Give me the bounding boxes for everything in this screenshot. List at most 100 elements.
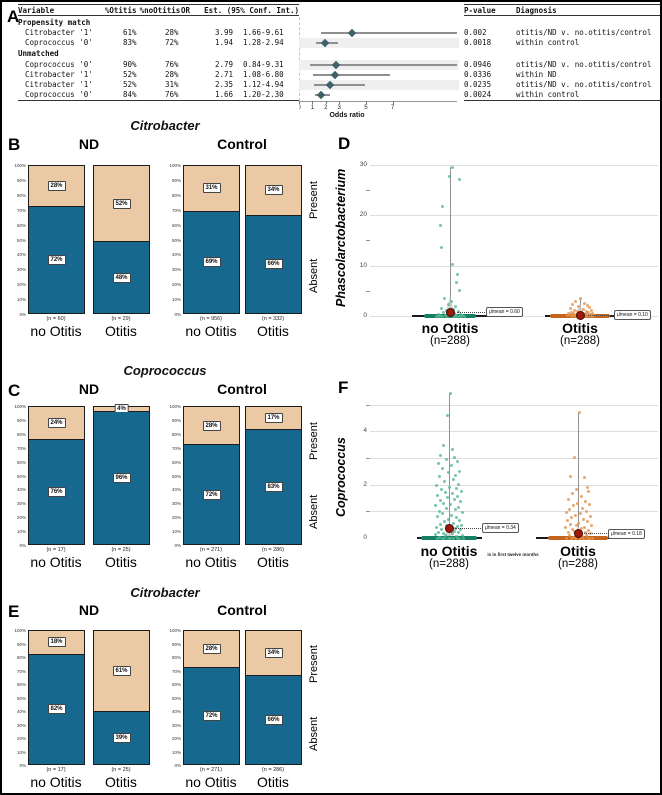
x-tick-label: 3 (337, 105, 341, 111)
data-point (566, 311, 570, 315)
data-point (448, 392, 452, 396)
segment-absent: 69% (184, 211, 239, 313)
y-axis: 0% 10% 20% 30% 40% 50% 60% 70% 80% 90% 100% (4, 404, 26, 548)
cell-or: 1.66 (215, 90, 234, 99)
data-point (450, 532, 454, 536)
pvalue-row: 0.0235 otitis/ND v. no.otitis/control (464, 80, 660, 89)
data-point (584, 314, 588, 318)
group-x-label: Otitis (560, 543, 596, 559)
y-axis-tick-label: 10% (171, 749, 181, 755)
data-point (583, 500, 587, 504)
y-axis-tick-label: 30% (171, 501, 181, 507)
x-tick (339, 101, 341, 104)
y-axis-tick-label: 0% (19, 312, 26, 317)
y-tick-label: 0 (363, 312, 367, 319)
data-point (453, 508, 457, 512)
y-axis-tick-label: 70% (16, 207, 26, 213)
data-point (446, 517, 450, 521)
data-point (440, 205, 444, 209)
mean-connector-line (455, 528, 483, 529)
segment-present: 31% (184, 166, 239, 212)
cell-pvalue: 0.0024 (464, 90, 492, 99)
x-axis-note: is in first twelve months (487, 552, 539, 557)
sample-size-label: (n = 286) (261, 547, 285, 553)
y-axis-tick-label: 100% (14, 163, 26, 168)
y-axis-tick-label: 40% (16, 709, 26, 714)
cell-diagnosis: otitis/ND v. no.otitis/control (516, 60, 652, 69)
y-axis-tick-label: 0% (174, 312, 181, 317)
data-point (564, 536, 568, 540)
cell-otitis: 83% (123, 38, 137, 47)
present-axis-label: Present (308, 645, 320, 683)
mean-connector-line (584, 533, 609, 534)
x-category-label: no Otitis (185, 774, 237, 790)
ci-line (313, 74, 391, 76)
sample-size-label: (n = 286) (261, 767, 285, 773)
y-axis-tick-label: 20% (16, 282, 26, 288)
col-header-diagnosis: Diagnosis (516, 6, 557, 15)
y-axis-tick-label: 70% (16, 445, 26, 451)
data-point (452, 497, 456, 501)
data-point (451, 536, 455, 540)
data-point (574, 488, 578, 492)
y-axis-tick-label: 60% (171, 682, 181, 687)
segment-label: 72% (47, 255, 66, 266)
segment-label: 28% (202, 420, 221, 431)
data-point (452, 456, 456, 460)
data-point (461, 536, 465, 540)
data-point (569, 314, 573, 318)
panel-c-title: Coprococcus (123, 363, 207, 378)
data-point (441, 501, 445, 505)
y-minor-tick (366, 404, 370, 406)
data-point (576, 305, 580, 309)
data-point (443, 491, 447, 495)
absent-axis-label: Absent (308, 258, 320, 294)
gridline (370, 215, 658, 216)
x-tick (312, 101, 314, 104)
y-axis-tick-label: 60% (171, 459, 181, 465)
data-point (451, 521, 455, 525)
data-point (456, 483, 460, 487)
data-point (459, 489, 463, 493)
y-axis-tick-label: 60% (16, 682, 26, 687)
data-point (570, 528, 574, 532)
y-axis-tick-label: 40% (171, 252, 181, 258)
stacked-bar: 24% 76% (28, 406, 85, 545)
segment-absent: 96% (94, 412, 149, 544)
data-point (563, 526, 567, 530)
y-tick-label: 20 (359, 211, 367, 218)
y-axis-tick-label: 100% (14, 404, 26, 409)
stacked-bar: 61% 39% (93, 630, 150, 765)
y-tick-label: 2 (363, 480, 367, 488)
col-header-pvalue: P-value (464, 6, 496, 15)
segment-absent: 66% (246, 676, 301, 764)
x-tick (365, 101, 367, 104)
y-axis-tick-label: 0% (174, 763, 181, 768)
data-point (450, 262, 454, 266)
data-point (435, 515, 439, 519)
cell-variable: Citrobacter '1' (25, 28, 93, 37)
data-point (565, 519, 569, 523)
y-axis-tick-label: 20% (171, 736, 181, 741)
data-point (573, 299, 577, 303)
segment-absent: 66% (246, 215, 301, 313)
stacked-bar: 28% 72% (183, 630, 240, 765)
group-label-control: Control (217, 602, 267, 618)
pvalue-row: 0.0946 otitis/ND v. no.otitis/control (464, 60, 660, 69)
y-axis-tick-label: 100% (169, 163, 181, 168)
data-point (446, 536, 450, 540)
segment-label: 83% (264, 482, 283, 493)
data-point (445, 413, 449, 417)
gridline (370, 511, 658, 513)
stacked-bar: 18% 82% (28, 630, 85, 765)
segment-absent: 72% (184, 668, 239, 764)
group-x-label: no Otitis (421, 320, 479, 336)
data-point (568, 307, 572, 311)
cell-diagnosis: otitis/ND v. no.otitis/control (516, 28, 652, 37)
present-axis-label: Present (308, 181, 320, 219)
y-axis-tick-label: 100% (169, 404, 181, 409)
data-point (589, 314, 593, 318)
x-category-label: Otitis (105, 774, 137, 790)
forest-row-band (299, 38, 459, 48)
y-axis: 0% 10% 20% 30% 40% 50% 60% 70% 80% 90% 100% (4, 628, 26, 768)
